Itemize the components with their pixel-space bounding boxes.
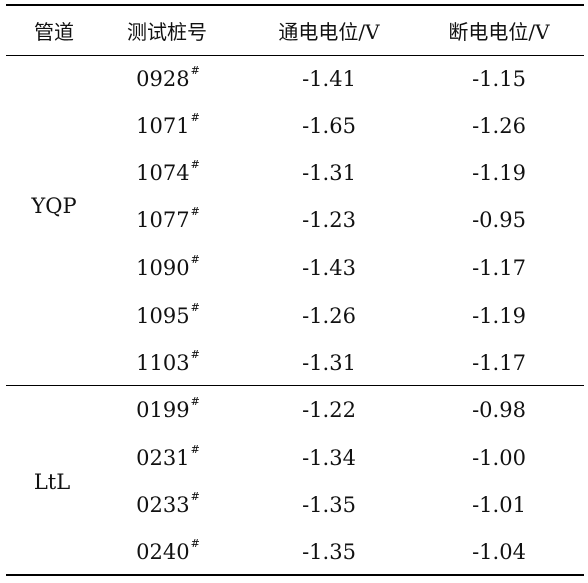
table-cell-on: -1.35 xyxy=(302,493,356,517)
column-header-pipeline: 管道 xyxy=(34,20,74,44)
table-cell-stake: 0240# xyxy=(136,537,200,564)
table-cell-on: -1.31 xyxy=(302,351,356,375)
table-cell-off: -1.19 xyxy=(472,161,526,185)
table-cell-on: -1.43 xyxy=(302,256,356,280)
table-cell-on: -1.26 xyxy=(302,304,356,328)
table-cell-on: -1.41 xyxy=(302,67,356,91)
column-header-off-potential: 断电电位/V xyxy=(448,20,550,44)
table-cell-off: -1.17 xyxy=(472,351,526,375)
table-cell-off: -1.01 xyxy=(472,493,526,517)
column-header-stake: 测试桩号 xyxy=(127,20,207,44)
table-cell-stake: 1074# xyxy=(136,158,200,185)
table-group-divider xyxy=(6,385,584,386)
table-cell-stake: 0233# xyxy=(136,490,200,517)
pipeline-label-yqp: YQP xyxy=(31,194,77,218)
table-cell-off: -1.17 xyxy=(472,256,526,280)
table-header-rule xyxy=(6,55,584,56)
table-cell-on: -1.65 xyxy=(302,114,356,138)
table-cell-stake: 1077# xyxy=(136,205,200,232)
table-cell-stake: 1090# xyxy=(136,253,200,280)
table-top-rule xyxy=(6,4,584,6)
table-cell-off: -1.04 xyxy=(472,540,526,564)
table-cell-off: -1.15 xyxy=(472,67,526,91)
table-cell-off: -1.19 xyxy=(472,304,526,328)
table-cell-on: -1.23 xyxy=(302,208,356,232)
table-cell-off: -1.26 xyxy=(472,114,526,138)
table-bottom-rule xyxy=(6,574,584,576)
table-cell-stake: 1095# xyxy=(136,301,200,328)
pipeline-label-ltl: LtL xyxy=(33,470,71,494)
table-cell-off: -0.98 xyxy=(472,398,526,422)
table-cell-stake: 0199# xyxy=(136,395,200,422)
column-header-on-potential: 通电电位/V xyxy=(278,20,380,44)
table-cell-on: -1.34 xyxy=(302,446,356,470)
table-cell-on: -1.22 xyxy=(302,398,356,422)
table-cell-off: -1.00 xyxy=(472,446,526,470)
table-cell-stake: 1071# xyxy=(136,111,200,138)
table-cell-off: -0.95 xyxy=(472,208,526,232)
table-cell-stake: 0231# xyxy=(136,443,200,470)
table-cell-stake: 0928# xyxy=(136,64,200,91)
table-cell-on: -1.35 xyxy=(302,540,356,564)
table-cell-on: -1.31 xyxy=(302,161,356,185)
table-cell-stake: 1103# xyxy=(136,348,200,375)
